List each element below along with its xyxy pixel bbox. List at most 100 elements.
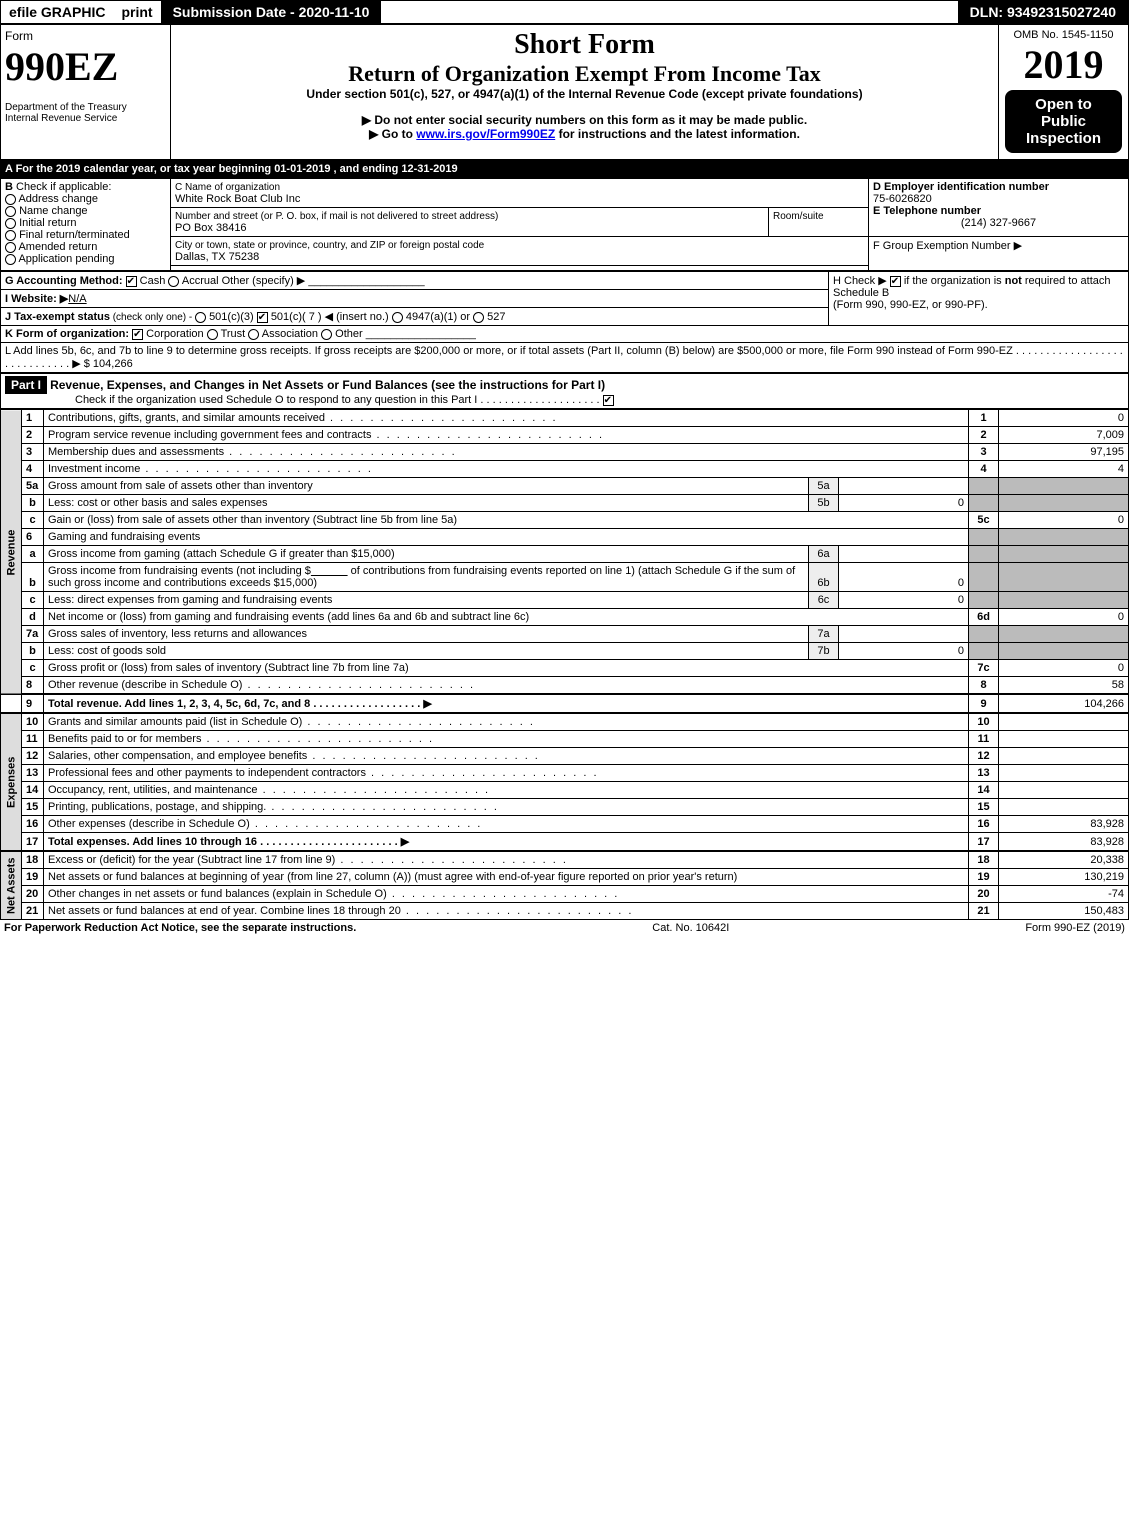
ln3-no: 3 <box>22 444 44 461</box>
ln20-no: 20 <box>22 886 44 903</box>
k-trust: Trust <box>221 328 246 340</box>
cb-4947[interactable] <box>392 312 403 323</box>
ln6a-val <box>999 546 1129 563</box>
ln8-val: 58 <box>999 677 1129 695</box>
cb-corp[interactable] <box>132 329 143 340</box>
g-label: G Accounting Method: <box>5 275 123 287</box>
ln7a-sval <box>839 626 969 643</box>
cb-schedule-o-part1[interactable] <box>603 395 614 406</box>
form-number: 990EZ <box>5 43 166 90</box>
f-label: F Group Exemption Number ▶ <box>873 240 1022 252</box>
ln15-no: 15 <box>22 799 44 816</box>
cb-assoc[interactable] <box>248 329 259 340</box>
ln14-col: 14 <box>969 782 999 799</box>
addr-label: Number and street (or P. O. box, if mail… <box>175 211 498 222</box>
ln5c-val: 0 <box>999 512 1129 529</box>
ln5b-col <box>969 495 999 512</box>
i-label: I Website: ▶ <box>5 293 68 305</box>
ln8-desc: Other revenue (describe in Schedule O) <box>44 677 969 695</box>
ln4-col: 4 <box>969 461 999 478</box>
ln15-col: 15 <box>969 799 999 816</box>
ln3-col: 3 <box>969 444 999 461</box>
ln6a-sub: 6a <box>809 546 839 563</box>
l-line: L Add lines 5b, 6c, and 7b to line 9 to … <box>1 343 1129 373</box>
k-other: Other <box>335 328 363 340</box>
cb-accrual[interactable] <box>168 276 179 287</box>
tax-year-big: 2019 <box>1003 41 1124 88</box>
cb-other[interactable] <box>321 329 332 340</box>
cb-final-return[interactable] <box>5 230 16 241</box>
form-label: Form <box>5 29 166 43</box>
j-501c: 501(c)( 7 ) ◀ (insert no.) <box>271 311 389 323</box>
cb-cash[interactable] <box>126 276 137 287</box>
ln6b-sval: 0 <box>839 563 969 592</box>
g-cash: Cash <box>140 275 166 287</box>
ln9-desc: Total revenue. Add lines 1, 2, 3, 4, 5c,… <box>44 694 969 713</box>
revenue-table: Revenue 1 Contributions, gifts, grants, … <box>0 409 1129 713</box>
ln16-col: 16 <box>969 816 999 833</box>
j-501c3: 501(c)(3) <box>209 311 254 323</box>
ln7b-col <box>969 643 999 660</box>
cb-501c3[interactable] <box>195 312 206 323</box>
ln5a-col <box>969 478 999 495</box>
j-label: J Tax-exempt status <box>5 311 110 323</box>
cb-application-pending[interactable] <box>5 254 16 265</box>
ln6-val <box>999 529 1129 546</box>
revenue-side-label: Revenue <box>1 410 22 695</box>
ln9-no: 9 <box>22 694 44 713</box>
part1-title: Revenue, Expenses, and Changes in Net As… <box>50 378 605 392</box>
ln20-desc: Other changes in net assets or fund bala… <box>44 886 969 903</box>
cb-name-change[interactable] <box>5 206 16 217</box>
h-text4: (Form 990, 990-EZ, or 990-PF). <box>833 299 988 311</box>
cb-address-change[interactable] <box>5 194 16 205</box>
j-4947: 4947(a)(1) or <box>406 311 470 323</box>
ln20-val: -74 <box>999 886 1129 903</box>
ln17-col: 17 <box>969 833 999 851</box>
dept-irs: Internal Revenue Service <box>5 113 166 124</box>
ln6b-val <box>999 563 1129 592</box>
ln7a-desc: Gross sales of inventory, less returns a… <box>44 626 809 643</box>
room-label: Room/suite <box>773 211 824 222</box>
phone-value: (214) 327-9667 <box>873 217 1124 229</box>
ln6d-no: d <box>22 609 44 626</box>
ln6b-no: b <box>22 563 44 592</box>
ln5b-desc: Less: cost or other basis and sales expe… <box>44 495 809 512</box>
cb-sched-b-not-required[interactable] <box>890 276 901 287</box>
ln6c-sval: 0 <box>839 592 969 609</box>
open-public-inspection: Open to Public Inspection <box>1005 90 1122 153</box>
warn-ssn: ▶ Do not enter social security numbers o… <box>175 113 994 127</box>
ln15-desc: Printing, publications, postage, and shi… <box>44 799 969 816</box>
k-label: K Form of organization: <box>5 328 129 340</box>
ln11-desc: Benefits paid to or for members <box>44 731 969 748</box>
part1-header: Part I <box>5 376 47 394</box>
print-button[interactable]: print <box>113 1 160 23</box>
footer: For Paperwork Reduction Act Notice, see … <box>0 920 1129 936</box>
top-bar: efile GRAPHIC print Submission Date - 20… <box>0 0 1129 24</box>
ln6a-sval <box>839 546 969 563</box>
ln6c-desc: Less: direct expenses from gaming and fu… <box>44 592 809 609</box>
ln8-no: 8 <box>22 677 44 695</box>
ln6a-desc: Gross income from gaming (attach Schedul… <box>44 546 809 563</box>
ln5a-val <box>999 478 1129 495</box>
cb-amended-return[interactable] <box>5 242 16 253</box>
ln2-val: 7,009 <box>999 427 1129 444</box>
irs-link[interactable]: www.irs.gov/Form990EZ <box>416 127 555 141</box>
ln9-col: 9 <box>969 694 999 713</box>
dept-treasury: Department of the Treasury <box>5 102 166 113</box>
ln6-desc: Gaming and fundraising events <box>44 529 969 546</box>
cb-initial-return[interactable] <box>5 218 16 229</box>
ln1-no: 1 <box>22 410 44 427</box>
entity-block: B Check if applicable: Address change Na… <box>0 178 1129 271</box>
part1-check: Check if the organization used Schedule … <box>5 394 600 406</box>
cb-501c[interactable] <box>257 312 268 323</box>
ln6b-desc: Gross income from fundraising events (no… <box>44 563 809 592</box>
g-other: Other (specify) ▶ <box>222 275 306 287</box>
ln19-col: 19 <box>969 869 999 886</box>
ln6-col <box>969 529 999 546</box>
ln12-val <box>999 748 1129 765</box>
paperwork-notice: For Paperwork Reduction Act Notice, see … <box>4 922 356 934</box>
expenses-table: Expenses 10 Grants and similar amounts p… <box>0 713 1129 851</box>
cb-trust[interactable] <box>207 329 218 340</box>
ln6d-col: 6d <box>969 609 999 626</box>
cb-527[interactable] <box>473 312 484 323</box>
